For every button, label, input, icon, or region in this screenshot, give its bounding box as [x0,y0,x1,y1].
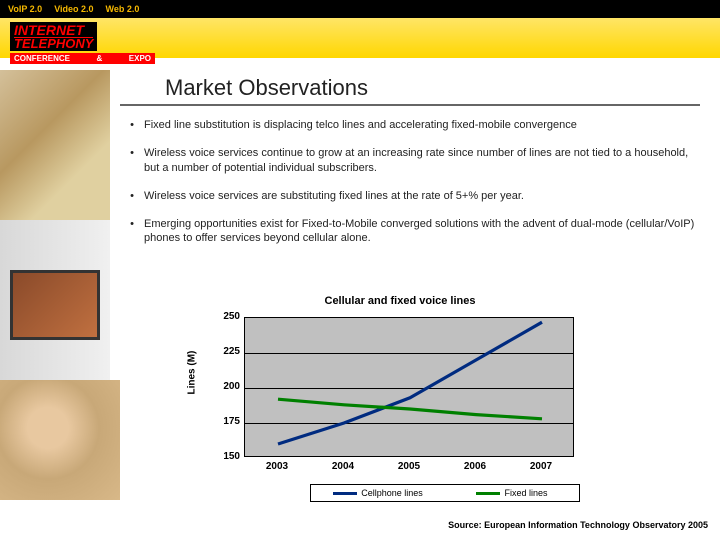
ytick: 225 [210,346,240,357]
sidebar-photo-3 [0,380,120,500]
series-line [278,399,542,419]
bullet-icon: • [120,189,144,203]
logo-line2: TELEPHONY [14,38,93,50]
bullet-text: Wireless voice services are substituting… [144,189,700,203]
chart-title: Cellular and fixed voice lines [200,295,600,307]
legend-swatch [333,492,357,495]
plot-area [244,317,574,457]
xtick: 2004 [310,461,376,472]
legend-item: Fixed lines [445,488,579,498]
bullet-item: • Wireless voice services are substituti… [120,189,700,203]
sidebar-photo-2 [10,270,100,340]
title-underline [120,104,700,106]
legend-item: Cellphone lines [311,488,445,498]
chart-legend: Cellphone lines Fixed lines [310,484,580,502]
logo-sub-left: CONFERENCE [14,54,70,63]
topbar-item: Video 2.0 [54,4,93,14]
source-citation: Source: European Information Technology … [448,520,708,530]
legend-swatch [476,492,500,495]
series-line [278,322,542,444]
plot-svg [245,318,575,458]
conference-logo: INTERNET TELEPHONY CONFERENCE & EXPO [10,22,155,64]
logo-sub-right: EXPO [129,54,151,63]
topbar-item: VoIP 2.0 [8,4,42,14]
xtick: 2003 [244,461,310,472]
chart-box: Lines (M) 250 225 200 175 150 2003 2004 … [200,309,600,489]
chart-ylabel: Lines (M) [187,351,198,395]
ytick: 150 [210,451,240,462]
sidebar-images [0,70,110,500]
ytick: 175 [210,416,240,427]
line-chart: Cellular and fixed voice lines Lines (M)… [200,295,600,489]
legend-label: Cellphone lines [361,488,423,498]
bullet-text: Fixed line substitution is displacing te… [144,118,700,132]
bullet-text: Emerging opportunities exist for Fixed-t… [144,217,700,246]
xtick: 2006 [442,461,508,472]
top-brand-bar: VoIP 2.0 Video 2.0 Web 2.0 [0,0,720,18]
page-title: Market Observations [165,75,368,101]
bullet-icon: • [120,146,144,175]
xtick: 2005 [376,461,442,472]
bullet-item: • Wireless voice services continue to gr… [120,146,700,175]
sidebar-photo-1 [0,70,110,220]
bullet-item: • Emerging opportunities exist for Fixed… [120,217,700,246]
bullet-icon: • [120,217,144,246]
bullet-icon: • [120,118,144,132]
legend-label: Fixed lines [504,488,547,498]
logo-sub-amp: & [97,54,103,63]
xtick: 2007 [508,461,574,472]
bullet-list: • Fixed line substitution is displacing … [120,118,700,260]
ytick: 200 [210,381,240,392]
topbar-item: Web 2.0 [106,4,140,14]
bullet-item: • Fixed line substitution is displacing … [120,118,700,132]
ytick: 250 [210,311,240,322]
bullet-text: Wireless voice services continue to grow… [144,146,700,175]
